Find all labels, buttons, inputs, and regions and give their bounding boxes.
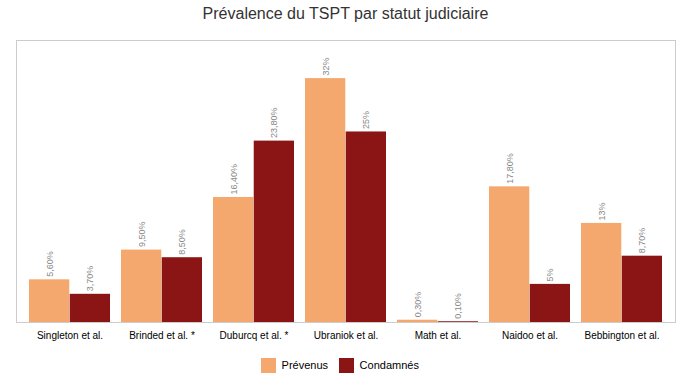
- svg-text:13%: 13%: [597, 202, 607, 220]
- svg-text:17,80%: 17,80%: [505, 153, 515, 184]
- svg-text:Naidoo et al.: Naidoo et al.: [502, 330, 558, 341]
- svg-text:16,40%: 16,40%: [229, 164, 239, 195]
- svg-text:Brinded et al. *: Brinded et al. *: [129, 330, 195, 341]
- svg-text:23,80%: 23,80%: [269, 108, 279, 139]
- svg-text:5%: 5%: [545, 268, 555, 281]
- html-text:Prévalence du TSPT par statut: Prévalence du TSPT par statut judiciaire: [202, 5, 489, 22]
- svg-text:25%: 25%: [361, 111, 371, 129]
- svg-text:8,70%: 8,70%: [637, 228, 647, 254]
- svg-text:Bebbington et al.: Bebbington et al.: [584, 330, 659, 341]
- svg-text:32%: 32%: [321, 58, 331, 76]
- svg-text:Duburcq et al. *: Duburcq et al. *: [220, 330, 289, 341]
- html-text:Prévenus: Prévenus: [281, 359, 329, 372]
- svg-text:9,50%: 9,50%: [137, 222, 147, 248]
- svg-text:3,70%: 3,70%: [85, 266, 95, 292]
- svg-text:5,60%: 5,60%: [45, 251, 55, 277]
- html-text:Condamnés: Condamnés: [359, 359, 419, 372]
- svg-text:Ubraniok et al.: Ubraniok et al.: [314, 330, 378, 341]
- svg-text:Singleton et al.: Singleton et al.: [37, 330, 103, 341]
- svg-text:0,10%: 0,10%: [453, 293, 463, 319]
- svg-text:8,50%: 8,50%: [177, 229, 187, 255]
- svg-text:Math et al.: Math et al.: [415, 330, 462, 341]
- svg-text:0,30%: 0,30%: [413, 292, 423, 318]
